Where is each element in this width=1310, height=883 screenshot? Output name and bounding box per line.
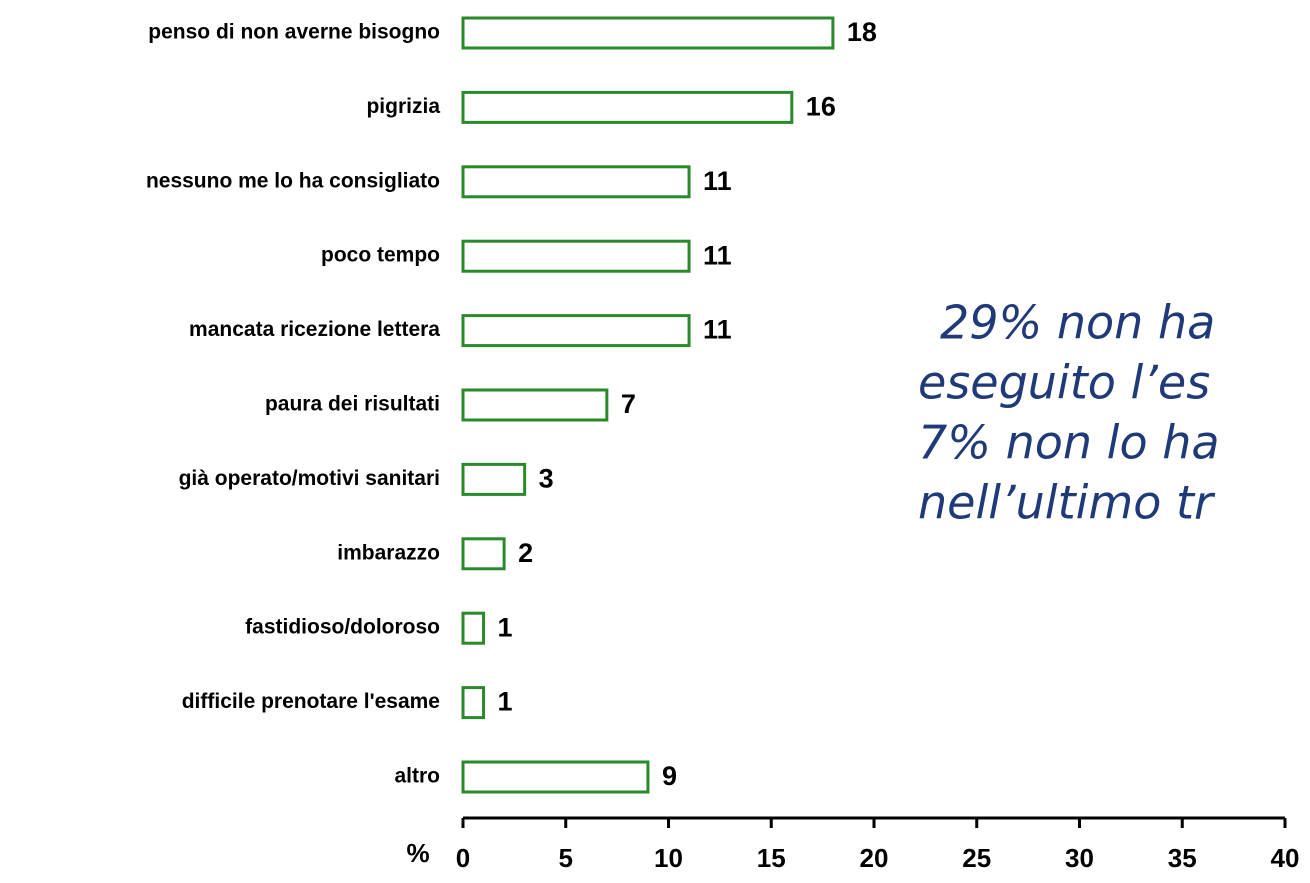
value-label: 1 (498, 687, 513, 717)
bar (461, 239, 691, 273)
bar (461, 314, 691, 348)
value-label: 7 (621, 389, 636, 419)
annotation: nell’ultimo tr (918, 476, 1216, 530)
category-label: paura dei risultati (265, 393, 440, 416)
annotation: 29% non ha (940, 296, 1215, 350)
category-label: fastidioso/doloroso (245, 616, 440, 639)
x-tick-label: 0 (456, 843, 470, 873)
category-label: mancata ricezione lettera (189, 318, 440, 341)
bar (461, 760, 650, 794)
value-label: 1 (498, 612, 513, 642)
bar (461, 16, 835, 50)
category-label: poco tempo (321, 244, 440, 267)
category-label: pigrizia (366, 95, 440, 118)
category-label: già operato/motivi sanitari (179, 467, 440, 490)
annotation: 7% non lo ha (918, 416, 1220, 470)
x-tick-label: 30 (1065, 843, 1094, 873)
value-label: 9 (662, 761, 677, 791)
x-tick-label: 10 (654, 843, 683, 873)
bar (461, 90, 794, 124)
bar (461, 686, 486, 720)
x-tick-label: 15 (757, 843, 786, 873)
bar (461, 388, 609, 422)
value-label: 3 (539, 464, 554, 494)
annotation: eseguito l’es (918, 356, 1210, 410)
value-label: 11 (703, 166, 732, 196)
bar (461, 165, 691, 199)
category-label: altro (394, 765, 440, 788)
value-label: 16 (806, 92, 836, 122)
category-label: difficile prenotare l'esame (182, 690, 440, 713)
x-tick-label: 20 (860, 843, 889, 873)
x-axis-label: % (406, 838, 429, 868)
x-tick-label: 35 (1168, 843, 1197, 873)
category-label: imbarazzo (337, 541, 440, 564)
category-label: nessuno me lo ha consigliato (146, 169, 440, 192)
value-label: 11 (703, 240, 732, 270)
value-label: 11 (703, 315, 732, 345)
bar (461, 537, 506, 571)
value-label: 18 (847, 17, 877, 47)
x-tick-label: 25 (962, 843, 991, 873)
bar (461, 611, 486, 645)
bar (461, 462, 527, 496)
category-label: penso di non averne bisogno (148, 21, 440, 44)
x-tick-label: 40 (1271, 843, 1300, 873)
x-tick-label: 5 (559, 843, 573, 873)
value-label: 2 (518, 538, 533, 568)
